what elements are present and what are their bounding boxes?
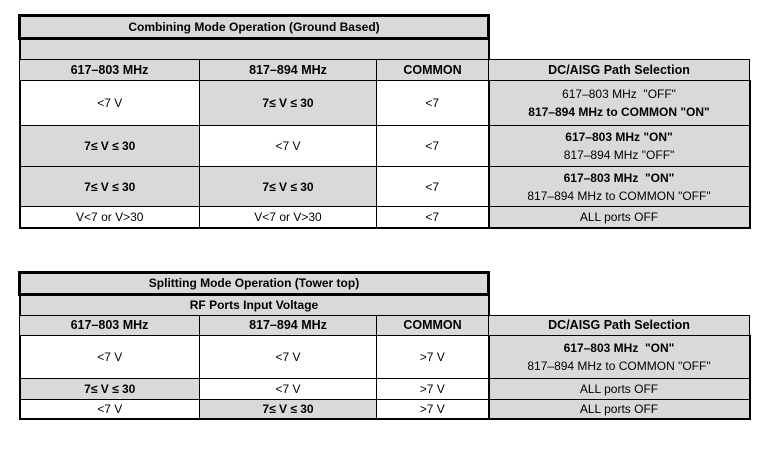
voltage-cell: 7≤ V ≤ 30 — [199, 166, 377, 207]
path-line: ALL ports OFF — [579, 401, 659, 416]
path-line: 817–894 MHz to COMMON "OFF" — [527, 358, 711, 373]
blank-area — [489, 16, 750, 60]
voltage-cell: 7≤ V ≤ 30 — [18, 377, 200, 400]
column-header-dc-aisg: DC/AISG Path Selection — [488, 59, 750, 81]
column-header-817-894: 817–894 MHz — [199, 314, 377, 336]
voltage-cell: <7 V — [199, 377, 377, 400]
voltage-cell: <7 V — [18, 80, 200, 126]
path-line: 617–803 MHz "ON" — [563, 340, 675, 355]
voltage-cell: >7 V — [376, 377, 490, 400]
path-line: 617–803 MHz "OFF" — [562, 87, 676, 101]
voltage-cell: <7 — [376, 80, 490, 126]
path-line: ALL ports OFF — [579, 209, 659, 224]
column-header-common: COMMON — [376, 314, 489, 336]
table-title: Combining Mode Operation (Ground Based) — [18, 14, 490, 40]
path-selection-cell: 617–803 MHz "OFF" 817–894 MHz to COMMON … — [488, 80, 751, 126]
voltage-cell: >7 V — [376, 398, 490, 420]
path-line: 817–894 MHz to COMMON "ON" — [528, 105, 710, 119]
path-line: 817–894 MHz to COMMON "OFF" — [527, 188, 711, 203]
path-selection-cell: ALL ports OFF — [488, 398, 751, 420]
combining-mode-table: Combining Mode Operation (Ground Based) … — [18, 14, 751, 229]
path-line: 617–803 MHz "ON" — [563, 170, 675, 185]
spacer-row — [18, 38, 490, 60]
voltage-cell: <7 V — [18, 334, 200, 379]
voltage-cell: <7 V — [199, 125, 377, 167]
voltage-cell: V<7 or V>30 — [199, 206, 377, 229]
rf-ports-input-voltage-row: RF Ports Input Voltage — [18, 293, 490, 316]
column-header-817-894: 817–894 MHz — [199, 59, 377, 81]
voltage-cell: <7 — [376, 166, 490, 207]
column-header-common: COMMON — [376, 59, 489, 81]
path-selection-cell: ALL ports OFF — [488, 206, 751, 229]
voltage-cell: <7 — [376, 206, 490, 229]
voltage-cell: V<7 or V>30 — [18, 206, 200, 229]
table-title: Splitting Mode Operation (Tower top) — [18, 270, 490, 296]
voltage-cell: >7 V — [376, 334, 490, 379]
path-selection-cell: 617–803 MHz "ON" 817–894 MHz to COMMON "… — [488, 166, 751, 207]
splitting-mode-table: Splitting Mode Operation (Tower top) RF … — [18, 270, 751, 420]
path-line: ALL ports OFF — [579, 381, 659, 396]
blank-area — [489, 272, 750, 315]
path-selection-cell: ALL ports OFF — [488, 377, 751, 400]
voltage-cell: 7≤ V ≤ 30 — [199, 80, 377, 126]
path-selection-cell: 617–803 MHz "ON" 817–894 MHz to COMMON "… — [488, 334, 751, 379]
voltage-cell: <7 — [376, 125, 490, 167]
path-selection-cell: 617–803 MHz "ON" 817–894 MHz "OFF" — [488, 125, 751, 167]
column-header-617-803: 617–803 MHz — [19, 314, 200, 336]
path-line: 617–803 MHz "ON" — [565, 130, 673, 144]
column-header-dc-aisg: DC/AISG Path Selection — [488, 314, 750, 336]
voltage-cell: <7 V — [18, 398, 200, 420]
column-header-617-803: 617–803 MHz — [19, 59, 200, 81]
voltage-cell: 7≤ V ≤ 30 — [18, 166, 200, 207]
path-line: 817–894 MHz "OFF" — [563, 148, 675, 162]
voltage-cell: <7 V — [199, 334, 377, 379]
voltage-cell: 7≤ V ≤ 30 — [199, 398, 377, 420]
voltage-cell: 7≤ V ≤ 30 — [18, 125, 200, 167]
